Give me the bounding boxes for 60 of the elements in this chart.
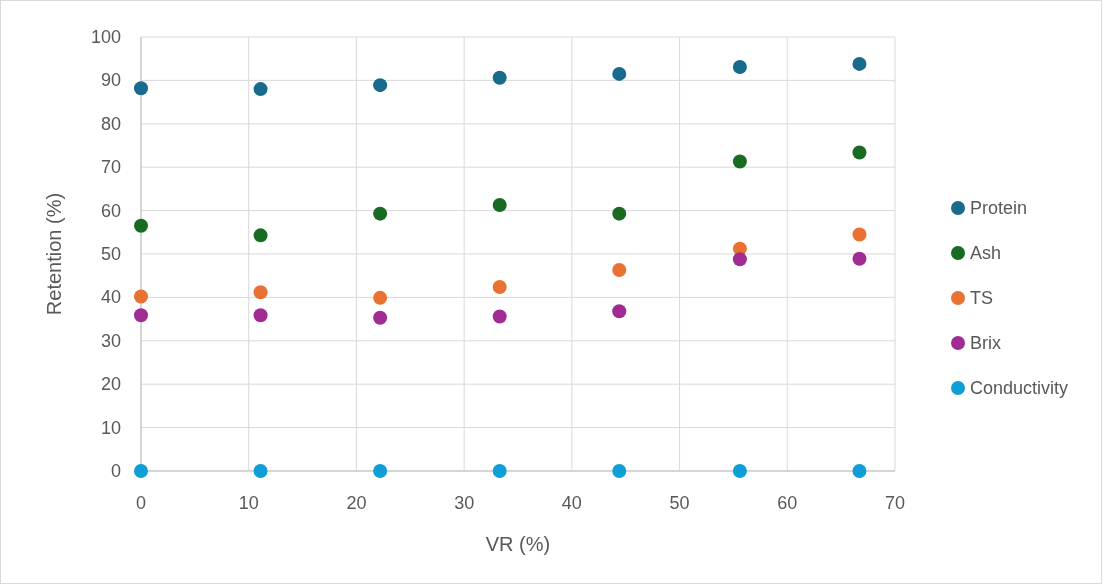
point (492, 309, 507, 324)
x-tick-label: 30 (454, 493, 475, 513)
point (612, 263, 627, 278)
point (492, 279, 507, 294)
point (852, 56, 867, 71)
y-tick-label: 50 (100, 244, 121, 264)
point (852, 464, 867, 478)
point (612, 66, 627, 81)
point (253, 464, 268, 478)
point (373, 464, 388, 478)
point (492, 70, 507, 85)
legend-label: Conductivity (970, 378, 1069, 398)
point (612, 206, 627, 221)
point (373, 310, 388, 325)
point (732, 252, 747, 267)
point (253, 228, 268, 243)
point (852, 251, 867, 266)
y-axis-title: Retention (%) (43, 192, 65, 316)
x-tick-label: 0 (135, 493, 147, 513)
point (253, 308, 268, 323)
point (732, 59, 747, 74)
x-tick-label: 20 (346, 493, 367, 513)
x-axis-title: VR (%) (485, 533, 551, 555)
y-tick-label: 20 (100, 374, 121, 395)
x-tick-label: 50 (669, 493, 690, 513)
y-tick-label: 30 (100, 330, 121, 351)
legend-label: Protein (970, 198, 1028, 218)
point (253, 82, 268, 97)
point (134, 289, 148, 304)
y-tick-label: 40 (100, 287, 121, 308)
y-tick-label: 70 (100, 157, 121, 178)
point (612, 304, 627, 319)
y-tick-label: 100 (90, 27, 121, 47)
point (852, 227, 867, 242)
x-tick-label: 60 (777, 493, 798, 513)
point (732, 464, 747, 478)
legend-label: TS (970, 288, 994, 308)
point (373, 290, 388, 305)
x-tick-label: 70 (884, 493, 906, 513)
point (134, 308, 148, 323)
point (732, 154, 747, 169)
point (492, 464, 507, 478)
point (134, 464, 148, 478)
x-tick-label: 10 (238, 493, 259, 513)
y-tick-label: 10 (100, 417, 121, 438)
y-tick-label: 60 (100, 200, 121, 221)
legend-label: Ash (970, 243, 1002, 263)
point (492, 197, 507, 212)
point (612, 464, 627, 478)
point (134, 81, 148, 96)
y-tick-label: 90 (100, 70, 121, 91)
legend-label: Brix (970, 333, 1001, 353)
point (253, 285, 268, 300)
y-tick-label: 0 (110, 461, 121, 481)
point (852, 145, 867, 160)
point (373, 206, 388, 221)
point (373, 78, 388, 93)
y-tick-label: 80 (100, 113, 121, 134)
x-tick-label: 40 (561, 493, 582, 513)
point (134, 218, 148, 233)
